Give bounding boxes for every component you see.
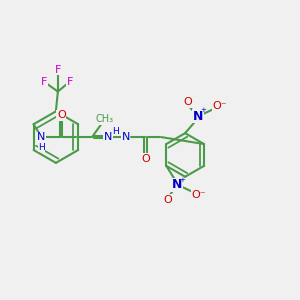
Text: O: O [57,110,66,120]
Text: CH₃: CH₃ [96,114,114,124]
Text: H: H [38,142,45,152]
Text: F: F [55,65,61,75]
Text: F: F [67,76,73,87]
Text: N: N [193,110,203,123]
Text: N: N [172,178,182,191]
Text: O: O [163,194,172,205]
Text: +: + [200,107,206,113]
Text: H: H [112,127,119,136]
Text: O: O [184,98,193,107]
Text: +: + [179,177,185,183]
Text: O⁻: O⁻ [192,190,206,200]
Text: O⁻: O⁻ [212,101,227,111]
Text: N: N [104,132,112,142]
Text: F: F [41,76,47,87]
Text: O: O [141,154,150,164]
Text: N: N [122,132,130,142]
Text: N: N [37,132,46,142]
